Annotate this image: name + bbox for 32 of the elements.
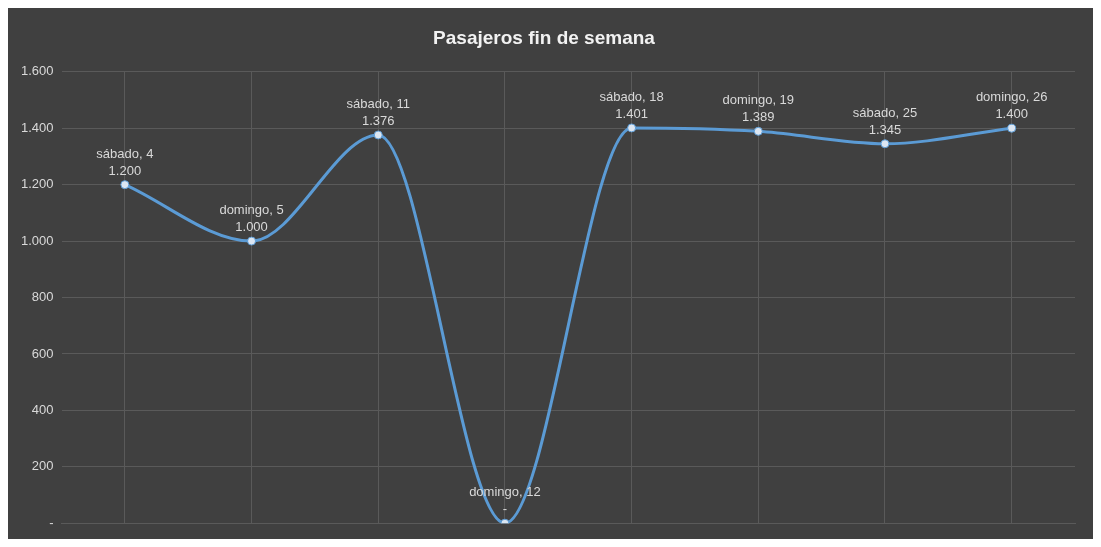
- y-tick-label: 600: [31, 345, 54, 361]
- data-label: 1.000: [235, 219, 268, 235]
- point: [247, 236, 257, 246]
- y-tick-label: 1.400: [20, 119, 54, 135]
- y-tick-label: -: [49, 514, 54, 530]
- data-label: 1.400: [995, 106, 1028, 122]
- point: [880, 139, 890, 149]
- y-tick-label: 1.200: [20, 176, 54, 192]
- x-tick-label: sábado, 18: [599, 88, 664, 104]
- y-tick-label: 200: [31, 458, 54, 474]
- data-label: 1.345: [868, 121, 902, 137]
- y-tick-label: 800: [31, 289, 54, 305]
- data-label: 1.376: [361, 113, 395, 128]
- point: [1007, 123, 1017, 133]
- y-tick-label: 400: [31, 401, 54, 417]
- data-label: 1.200: [108, 162, 142, 178]
- x-tick-label: sábado, 11: [346, 96, 410, 111]
- y-tick-label: 1.000: [20, 232, 54, 248]
- x-tick-label: sábado, 4: [96, 145, 154, 161]
- x-tick-label: domingo, 26: [975, 89, 1048, 105]
- point: [627, 123, 637, 133]
- point: [120, 180, 130, 190]
- data-label: -: [502, 501, 508, 517]
- y-tick-label: 1.600: [20, 63, 54, 79]
- x-tick-label: domingo, 5: [219, 202, 284, 218]
- point: [753, 126, 763, 136]
- x-tick-label: sábado, 25: [852, 104, 918, 120]
- x-tick-label: domingo, 19: [722, 92, 795, 108]
- point: [373, 130, 383, 140]
- data-label: 1.401: [615, 105, 648, 121]
- chart-title: Pasajeros fin de semana: [433, 26, 656, 48]
- data-label: 1.389: [742, 109, 775, 125]
